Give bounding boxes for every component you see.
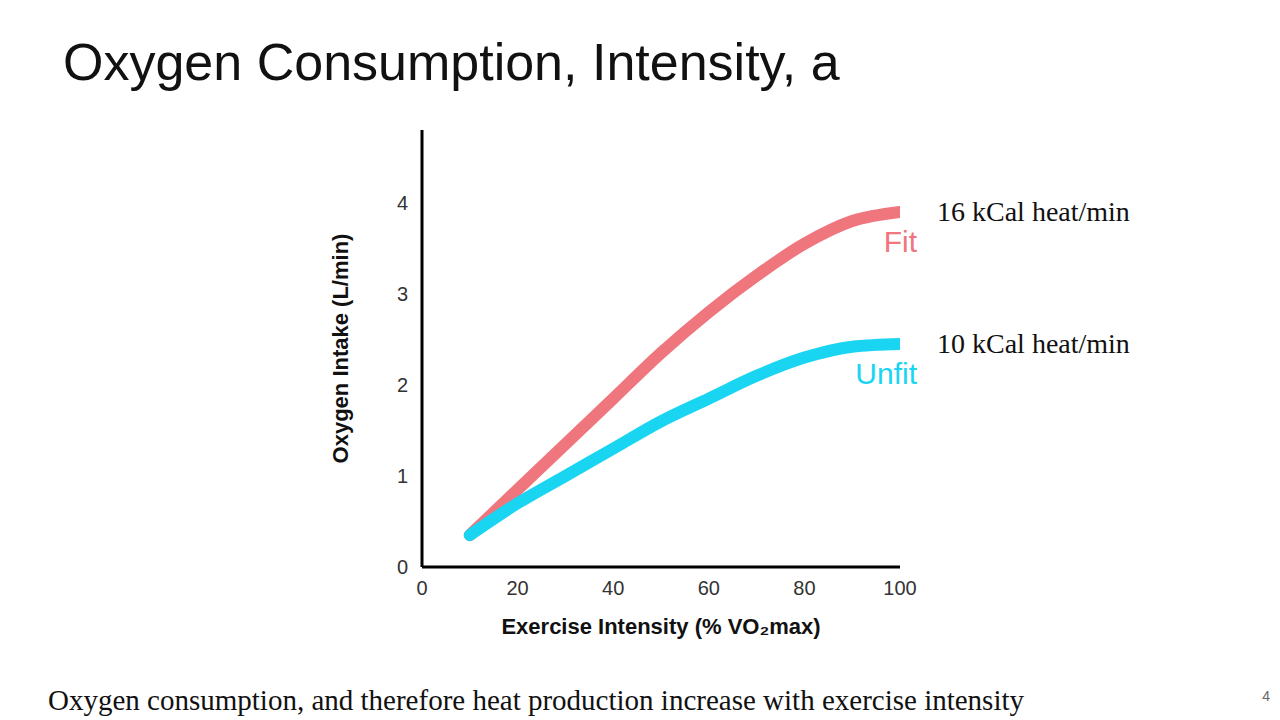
svg-text:1: 1: [397, 465, 408, 487]
html-text:10 kCal heat/min: 10 kCal heat/min: [937, 327, 1130, 359]
html-text:Unfit: Unfit: [855, 356, 917, 390]
svg-text:3: 3: [397, 283, 408, 305]
svg-text:Oxygen Intake (L/min): Oxygen Intake (L/min): [328, 234, 353, 464]
html-text:Fit: Fit: [883, 224, 917, 258]
svg-text:80: 80: [793, 577, 815, 599]
svg-text:2: 2: [397, 374, 408, 396]
svg-text:0: 0: [397, 556, 408, 578]
svg-text:40: 40: [602, 577, 624, 599]
svg-text:4: 4: [397, 192, 408, 214]
svg-text:0: 0: [416, 577, 427, 599]
svg-text:20: 20: [506, 577, 528, 599]
html-text:16 kCal heat/min: 16 kCal heat/min: [937, 195, 1130, 227]
html-text:Oxygen Consumption, Intensity,: Oxygen Consumption, Intensity, a: [63, 33, 840, 91]
html-text:4: 4: [1262, 688, 1270, 704]
html-text:Oxygen consumption, and theref: Oxygen consumption, and therefore heat p…: [48, 684, 1024, 716]
svg-text:60: 60: [698, 577, 720, 599]
svg-text:Exercise Intensity (% VO₂max): Exercise Intensity (% VO₂max): [501, 614, 820, 639]
svg-text:100: 100: [883, 577, 916, 599]
